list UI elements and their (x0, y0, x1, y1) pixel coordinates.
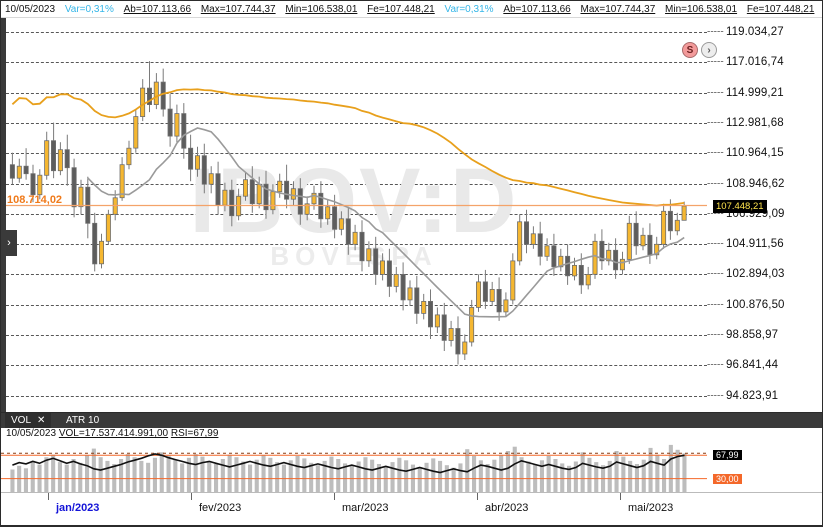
price-axis-label: 98.858,97 (726, 329, 779, 342)
price-axis-label: 94.823,91 (726, 389, 779, 402)
quote-open-2: Ab=107.113,66 (503, 4, 571, 15)
quote-low-1: Min=106.538,01 (285, 4, 358, 15)
left-panel-expander[interactable]: › (1, 229, 17, 256)
date-tick (48, 493, 49, 500)
axis-tick: ----- (707, 299, 724, 311)
rsi-value-tag: 67,99 (713, 450, 742, 461)
price-axis[interactable]: ----- 119.034,27 ----- 117.016,74 ----- 114.9… (707, 18, 822, 412)
axis-tick: ----- (707, 238, 724, 250)
axis-tick: ----- (707, 26, 724, 38)
gridline (1, 153, 707, 155)
rsi-oversold-tag: 30,00 (713, 473, 742, 484)
volume-rsi-plot[interactable] (1, 441, 707, 493)
price-axis-label: 96.841,44 (726, 359, 779, 372)
quote-close-1: Fe=107.448,21 (367, 4, 435, 15)
axis-tick: ----- (707, 359, 724, 371)
axis-tick: ----- (707, 329, 724, 341)
left-price-label: 108.714,02 (7, 193, 63, 206)
axis-tick: ----- (707, 147, 724, 159)
price-axis-label: 112.981,68 (726, 116, 784, 129)
tab-atr[interactable]: ATR 10 (60, 413, 105, 428)
gridline (1, 213, 707, 215)
axis-tick: ----- (707, 208, 724, 220)
date-axis-label: jan/2023 (56, 502, 100, 514)
price-axis-label: 104.911,56 (726, 238, 784, 251)
price-axis-label: 110.964,15 (726, 147, 784, 160)
axis-tick: ----- (707, 56, 724, 68)
volume-rsi-svg (1, 444, 707, 493)
candles-svg (1, 61, 707, 365)
axis-chevron-button[interactable]: › (701, 42, 717, 58)
indicator-rsi: RSI=67,99 (170, 428, 219, 439)
axis-tick: ----- (707, 117, 724, 129)
axis-tick: ----- (707, 87, 724, 99)
gridline (1, 183, 707, 185)
price-axis-label: 114.999,21 (726, 86, 784, 99)
indicator-tabstrip: VOL ✕ ATR 10 (1, 413, 822, 428)
gridline (1, 335, 707, 337)
price-axis-label: 108.946,62 (726, 177, 785, 190)
candlestick-plot[interactable]: IBOV:D BOVESPA › 108.714,02 (1, 18, 707, 412)
indicator-axis: 67,99 30,00 (707, 441, 822, 493)
price-pane[interactable]: IBOV:D BOVESPA › 108.714,02 ----- 119.034… (1, 18, 822, 412)
window-bottom-border (1, 525, 822, 526)
price-axis-label: 102.894,03 (726, 268, 785, 281)
indicator-date: 10/05/2023 (6, 428, 57, 439)
gridline (1, 304, 707, 306)
left-edge-bar (1, 18, 6, 412)
tab-atr-label: ATR 10 (66, 415, 100, 426)
quote-var-2: Var=0,31% (444, 4, 494, 15)
date-tick (334, 493, 335, 500)
gridline (1, 395, 707, 397)
quote-var-1: Var=0,31% (64, 4, 114, 15)
sell-order-badge[interactable]: S (682, 42, 698, 58)
axis-tick: ----- (707, 178, 724, 190)
tab-vol-label: VOL (11, 415, 32, 426)
indicator-info-line: 10/05/2023 VOL=17.537.414.991,00 RSI=67,… (6, 428, 218, 439)
quote-high-2: Max=107.744,37 (580, 4, 656, 15)
quote-open-1: Ab=107.113,66 (123, 4, 192, 15)
current-price-tag: 107.448,21 (713, 200, 767, 214)
gridline (1, 62, 707, 64)
price-axis-label: 100.876,50 (726, 298, 785, 311)
quote-high-1: Max=107.744,37 (200, 4, 276, 15)
date-axis[interactable]: jan/2023 fev/2023 mar/2023 abr/2023 mai/2023 (1, 492, 822, 526)
price-axis-label: 119.034,27 (726, 26, 784, 38)
gridline (1, 274, 707, 276)
tab-vol[interactable]: VOL ✕ (5, 413, 52, 428)
gridline (1, 365, 707, 367)
axis-tick: ----- (707, 268, 724, 280)
date-axis-label: mar/2023 (342, 502, 389, 514)
quote-close-2: Fe=107.448,21 (746, 4, 815, 15)
close-icon[interactable]: ✕ (37, 415, 46, 426)
quote-header-bar: 10/05/2023 Var=0,31% Ab=107.113,66 Max=1… (1, 1, 822, 18)
date-tick (477, 493, 478, 500)
date-tick (620, 493, 621, 500)
quote-date: 10/05/2023 (5, 4, 56, 15)
indicator-pane[interactable]: VOL ✕ ATR 10 10/05/2023 VOL=17.537.414.9… (1, 412, 822, 493)
gridline (1, 92, 707, 94)
axis-tick: ----- (707, 390, 724, 402)
date-tick (191, 493, 192, 500)
gridline (1, 32, 707, 33)
quote-low-2: Min=106.538,01 (665, 4, 738, 15)
gridline (1, 122, 707, 124)
indicator-volume: VOL=17.537.414.991,00 (58, 428, 169, 439)
date-axis-label: abr/2023 (485, 502, 529, 514)
price-axis-label: 117.016,74 (726, 56, 784, 69)
date-axis-label: fev/2023 (199, 502, 242, 514)
date-axis-label: mai/2023 (628, 502, 674, 514)
